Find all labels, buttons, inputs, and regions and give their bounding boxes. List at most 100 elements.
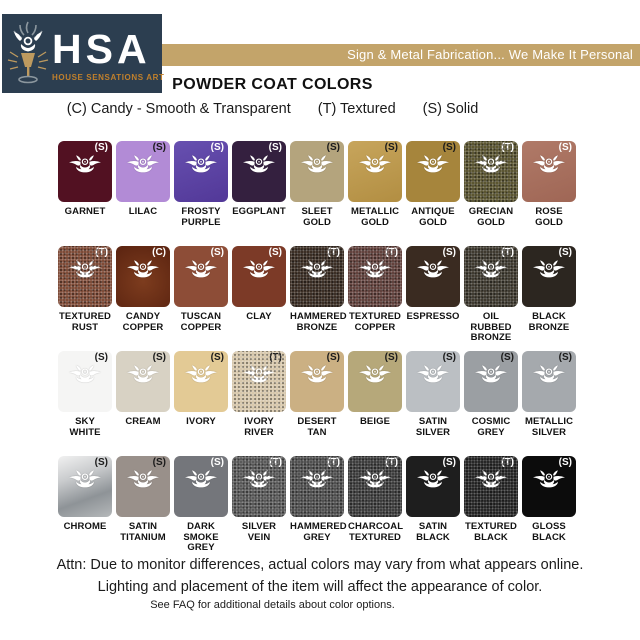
swatch-name: DESERT TAN — [297, 416, 337, 438]
swatch-cell: (S) FROSTY PURPLE — [174, 141, 228, 246]
swatch-grid: (S) GARNET (S) LILAC (S) FROSTY PURPLE (S) EGGP… — [58, 141, 576, 561]
torch-lotus-icon — [7, 21, 49, 83]
swatch-cell: (S) SATIN TITANIUM — [116, 456, 170, 561]
finish-code: (S) — [558, 247, 572, 258]
swatch-name: SATIN TITANIUM — [120, 521, 166, 543]
swatch-name: METALLIC GOLD — [350, 206, 400, 228]
swatch-name: METALLIC SILVER — [524, 416, 574, 438]
lotus-icon — [301, 364, 333, 383]
finish-code: (T) — [95, 247, 108, 258]
swatch-cell: (T) GRECIAN GOLD — [464, 141, 518, 246]
lotus-icon — [533, 364, 565, 383]
lotus-icon — [185, 364, 217, 383]
lotus-icon — [533, 154, 565, 173]
color-swatch: (S) — [406, 351, 460, 412]
color-swatch: (S) — [464, 351, 518, 412]
finish-code: (T) — [501, 457, 514, 468]
swatch-name: HAMMERED GREY — [290, 521, 347, 543]
color-swatch: (S) — [522, 246, 576, 307]
lotus-icon — [475, 154, 507, 173]
swatch-cell: (S) METALLIC GOLD — [348, 141, 402, 246]
finish-code: (S) — [152, 142, 166, 153]
swatch-cell: (S) ROSE GOLD — [522, 141, 576, 246]
swatch-name: CHARCOAL TEXTURED — [348, 521, 404, 543]
swatch-cell: (S) COSMIC GREY — [464, 351, 518, 456]
color-swatch: (T) — [290, 246, 344, 307]
swatch-cell: (S) TUSCAN COPPER — [174, 246, 228, 351]
swatch-name: ANTIQUE GOLD — [411, 206, 455, 228]
swatch-cell: (S) DARK SMOKE GREY — [174, 456, 228, 561]
swatch-name: SILVER VEIN — [241, 521, 277, 543]
finish-code: (S) — [268, 142, 282, 153]
page-title: POWDER COAT COLORS — [172, 76, 373, 93]
lotus-icon — [301, 154, 333, 173]
swatch-cell: (S) CREAM — [116, 351, 170, 456]
color-swatch: (S) — [174, 141, 228, 202]
finish-code: (S) — [442, 352, 456, 363]
swatch-cell: (T) TEXTURED BLACK — [464, 456, 518, 561]
lotus-icon — [475, 364, 507, 383]
finish-code: (S) — [152, 352, 166, 363]
finish-code: (C) — [152, 247, 166, 258]
lotus-icon — [69, 259, 101, 278]
color-swatch: (S) — [348, 141, 402, 202]
lotus-icon — [301, 259, 333, 278]
lotus-icon — [417, 259, 449, 278]
swatch-name: FROSTY PURPLE — [181, 206, 221, 228]
swatch-name: SKY WHITE — [69, 416, 101, 438]
finish-code: (S) — [442, 247, 456, 258]
finish-code: (T) — [269, 352, 282, 363]
lotus-icon — [417, 469, 449, 488]
finish-code: (T) — [501, 142, 514, 153]
swatch-name: SLEET GOLD — [301, 206, 333, 228]
swatch-cell: (S) ANTIQUE GOLD — [406, 141, 460, 246]
color-swatch: (S) — [522, 351, 576, 412]
finish-code: (S) — [210, 142, 224, 153]
lotus-icon — [475, 469, 507, 488]
color-swatch: (S) — [58, 456, 112, 517]
finish-code: (S) — [326, 142, 340, 153]
finish-code: (S) — [210, 352, 224, 363]
color-swatch: (T) — [58, 246, 112, 307]
finish-code: (S) — [558, 352, 572, 363]
finish-code: (S) — [558, 142, 572, 153]
swatch-name: LILAC — [128, 206, 158, 217]
swatch-name: HAMMERED BRONZE — [290, 311, 347, 333]
lotus-icon — [243, 259, 275, 278]
faq-note: See FAQ for additional details about col… — [150, 599, 395, 611]
swatch-name: IVORY — [186, 416, 216, 427]
lotus-icon — [417, 154, 449, 173]
lotus-icon — [533, 469, 565, 488]
legend-candy: (C) Candy - Smooth & Transparent — [66, 101, 291, 117]
logo-acronym: HSA — [52, 25, 151, 72]
color-swatch: (S) — [174, 351, 228, 412]
finish-code: (S) — [210, 457, 224, 468]
swatch-cell: (S) GARNET — [58, 141, 112, 246]
swatch-cell: (S) ESPRESSO — [406, 246, 460, 351]
lotus-icon — [243, 364, 275, 383]
color-swatch: (S) — [522, 141, 576, 202]
swatch-cell: (S) SKY WHITE — [58, 351, 112, 456]
swatch-cell: (C) CANDY COPPER — [116, 246, 170, 351]
finish-code: (T) — [327, 457, 340, 468]
color-swatch: (S) — [58, 351, 112, 412]
swatch-name: GRECIAN GOLD — [468, 206, 514, 228]
swatch-cell: (S) EGGPLANT — [232, 141, 286, 246]
swatch-name: EGGPLANT — [232, 206, 286, 217]
swatch-cell: (T) IVORY RIVER — [232, 351, 286, 456]
swatch-cell: (S) METALLIC SILVER — [522, 351, 576, 456]
swatch-name: DARK SMOKE GREY — [183, 521, 219, 553]
swatch-name: CREAM — [125, 416, 161, 427]
swatch-cell: (T) CHARCOAL TEXTURED — [348, 456, 404, 561]
color-swatch: (T) — [232, 456, 286, 517]
color-swatch: (S) — [174, 456, 228, 517]
swatch-cell: (T) TEXTURED COPPER — [348, 246, 402, 351]
swatch-name: CANDY COPPER — [122, 311, 164, 333]
lotus-icon — [301, 469, 333, 488]
color-swatch: (S) — [406, 456, 460, 517]
finish-code: (T) — [501, 247, 514, 258]
swatch-name: SATIN BLACK — [416, 521, 450, 543]
color-swatch: (T) — [290, 456, 344, 517]
color-swatch: (S) — [58, 141, 112, 202]
